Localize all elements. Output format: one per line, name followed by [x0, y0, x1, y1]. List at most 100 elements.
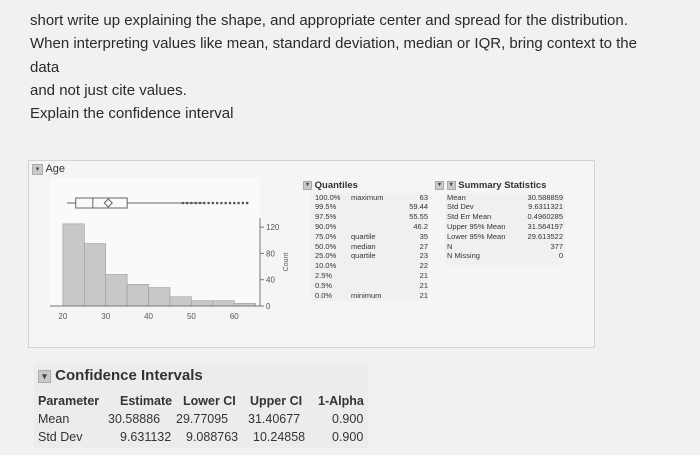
summary-row: Mean 30.588859 — [445, 193, 565, 203]
instruction-line-5: Explain the confidence interval — [30, 105, 234, 122]
outlier-point — [237, 201, 240, 205]
quantile-value: 46.2 — [413, 222, 428, 231]
x-tick-label: 40 — [144, 312, 153, 321]
ci-header-alpha: 1-Alpha — [318, 394, 364, 408]
collapse-triangle-icon[interactable]: ▾ — [38, 369, 51, 383]
box-iqr — [75, 197, 128, 209]
count-tick-label: 0 — [266, 302, 271, 311]
quantile-pct: 0.5% — [315, 280, 333, 290]
quantile-label: maximum — [351, 192, 384, 202]
quantile-pct: 2.5% — [315, 270, 333, 280]
histogram-bar — [212, 300, 235, 307]
quantiles-table: 100.0% maximum 63 99.5% 59.44 97.5% 55.55 90.0%… — [311, 192, 428, 301]
outlier-point — [232, 201, 236, 205]
summary-row: N Missing 0 — [445, 251, 565, 261]
outlier-point — [215, 201, 219, 205]
x-tick-label: 20 — [58, 312, 67, 321]
confidence-intervals-header[interactable]: ▾ Confidence Intervals — [38, 367, 203, 384]
histogram-bar — [62, 223, 85, 307]
quantile-row: 0.0% minimum 21 — [311, 291, 428, 301]
histogram-bars — [62, 223, 257, 307]
quantile-row: 50.0% median 27 — [311, 242, 428, 252]
summary-row: N 377 — [445, 242, 565, 252]
summary-label: Std Err Mean — [447, 212, 492, 222]
box-mean-diamond — [103, 198, 113, 208]
quantile-value: 23 — [419, 251, 428, 261]
instruction-line-2: When interpreting values like mean, stan… — [30, 35, 637, 52]
summary-row: Upper 95% Mean 31.564197 — [445, 222, 565, 232]
count-tick-label: 40 — [266, 276, 275, 285]
ci-cell-alpha: 0.900 — [332, 430, 364, 444]
quantile-label: quartile — [351, 251, 376, 261]
outlier-point — [198, 201, 202, 205]
histogram-bar — [105, 274, 128, 307]
summary-value: 0 — [558, 251, 563, 261]
quantiles-panel: ▾ Quantiles 100.0% maximum 63 99.5% 59.44 97.… — [303, 181, 428, 301]
quantile-value: 21 — [419, 270, 428, 280]
outlier-point — [241, 201, 245, 205]
collapse-triangle-icon[interactable]: ▾ — [32, 163, 43, 175]
outlier-point — [185, 201, 189, 205]
summary-statistics-table: Mean 30.588859 Std Dev 9.6311321 Std Err Mea… — [445, 192, 565, 265]
quantile-row: 97.5% 55.55 — [311, 212, 428, 222]
summary-label: Std Dev — [447, 202, 474, 212]
quantile-value: 35 — [419, 231, 428, 241]
quantile-pct: 10.0% — [315, 261, 337, 271]
quantile-value: 59.44 — [409, 202, 428, 212]
histogram-chart: 20 30 40 50 60 120 80 40 0 Count — [50, 178, 290, 321]
summary-statistics-header[interactable]: ▾ ▾ Summary Statistics — [435, 181, 567, 191]
histogram-bar — [169, 296, 192, 307]
instruction-line-4: and not just cite values. — [30, 82, 187, 99]
summary-label: Lower 95% Mean — [447, 231, 506, 241]
outlier-point — [202, 201, 206, 205]
outlier-point — [211, 201, 215, 205]
summary-value: 0.4960285 — [527, 212, 563, 222]
count-tick-label: 120 — [266, 223, 280, 232]
ci-header-upper: Upper CI — [250, 394, 303, 408]
outlier-point — [224, 201, 228, 205]
ci-cell-estimate: 30.58886 — [108, 412, 161, 426]
summary-row: Std Dev 9.6311321 — [445, 202, 565, 212]
quantile-pct: 0.0% — [315, 290, 333, 300]
collapse-triangle-icon[interactable]: ▾ — [303, 181, 312, 190]
summary-row: Lower 95% Mean 29.613522 — [445, 232, 565, 242]
summary-label: N — [447, 241, 453, 251]
quantile-row: 75.0% quartile 35 — [311, 232, 428, 242]
quantile-pct: 25.0% — [315, 251, 337, 261]
ci-cell-upper: 10.24858 — [253, 430, 306, 444]
quantile-value: 22 — [419, 261, 428, 271]
count-axis-label: Count — [283, 253, 290, 272]
variable-name: Age — [45, 163, 66, 175]
x-tick-label: 60 — [230, 312, 239, 321]
summary-label: Upper 95% Mean — [447, 222, 506, 231]
histogram-bar — [126, 284, 149, 307]
collapse-triangle-icon[interactable]: ▾ — [435, 181, 444, 190]
confidence-intervals-panel — [34, 364, 368, 448]
outlier-point — [245, 201, 249, 205]
summary-row: Std Err Mean 0.4960285 — [445, 212, 565, 222]
ci-cell-alpha: 0.900 — [332, 412, 364, 426]
summary-value: 30.588859 — [527, 192, 563, 202]
summary-statistics-panel: ▾ ▾ Summary Statistics Mean 30.588859 Std … — [435, 181, 567, 265]
quantiles-header[interactable]: ▾ Quantiles — [303, 181, 428, 191]
ci-cell-parameter: Mean — [38, 412, 70, 426]
instruction-line-1: short write up explaining the shape, and… — [30, 12, 628, 29]
ci-cell-lower: 29.77095 — [176, 412, 229, 426]
summary-value: 9.6311321 — [528, 202, 563, 212]
quantile-label: median — [351, 241, 376, 251]
menu-icon[interactable]: ▾ — [446, 181, 456, 190]
quantile-pct: 50.0% — [315, 241, 337, 251]
quantile-value: 55.55 — [409, 212, 428, 222]
ci-header-lower: Lower CI — [183, 394, 236, 408]
quantile-row: 99.5% 59.44 — [311, 202, 428, 212]
quantile-row: 10.0% 22 — [311, 261, 428, 271]
x-axis-ticks: 20 30 40 50 60 — [58, 312, 239, 321]
quantile-value: 27 — [419, 241, 428, 251]
outlier-point — [181, 201, 185, 205]
quantile-label: quartile — [351, 231, 376, 241]
outlier-points — [181, 201, 249, 205]
quantile-pct: 100.0% — [315, 192, 341, 202]
report-header[interactable]: ▾ Age — [32, 163, 65, 175]
quantile-row: 100.0% maximum 63 — [311, 193, 428, 203]
quantile-label: minimum — [351, 290, 382, 300]
